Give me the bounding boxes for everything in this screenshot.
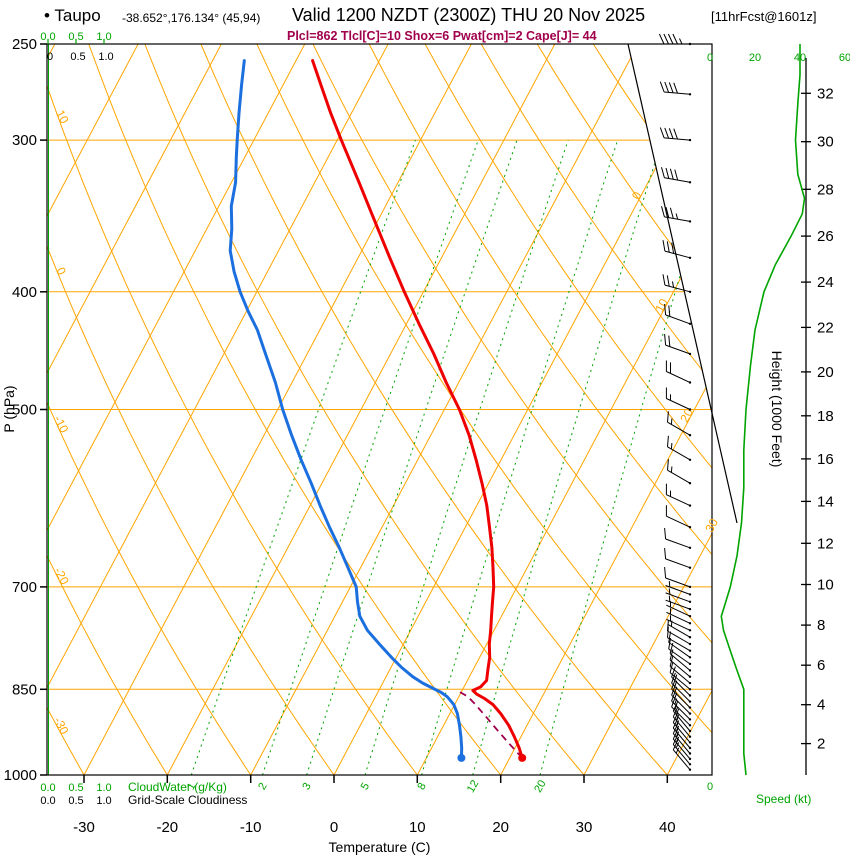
svg-text:0.0: 0.0	[40, 782, 55, 794]
svg-text:1.0: 1.0	[96, 782, 111, 794]
wind-barb-column	[658, 33, 692, 771]
svg-text:10: 10	[409, 819, 426, 836]
svg-text:1.0: 1.0	[96, 795, 111, 807]
svg-text:1.0: 1.0	[98, 51, 113, 63]
svg-text:-30: -30	[73, 819, 95, 836]
surface-dewpoint-dot	[457, 753, 466, 762]
svg-text:0.5: 0.5	[68, 795, 83, 807]
svg-text:20: 20	[677, 406, 696, 425]
height-axis-title: Height (1000 Feet)	[769, 351, 785, 468]
svg-text:0: 0	[707, 52, 713, 64]
svg-text:12: 12	[465, 778, 482, 795]
station-bullet-icon: •	[44, 6, 50, 25]
speed-axis-title: Speed (kt)	[756, 792, 811, 806]
svg-text:10: 10	[53, 108, 72, 127]
svg-text:30: 30	[576, 819, 593, 836]
cloudwater-title: CloudWater (g/Kg)	[128, 780, 227, 794]
svg-text:20: 20	[532, 778, 549, 795]
svg-text:700: 700	[12, 579, 37, 596]
svg-text:24: 24	[817, 274, 834, 291]
svg-text:10: 10	[817, 577, 834, 594]
svg-text:32: 32	[817, 85, 834, 102]
svg-text:-20: -20	[51, 565, 72, 587]
svg-text:-20: -20	[156, 819, 178, 836]
station-title: • Taupo	[44, 6, 101, 26]
svg-text:14: 14	[817, 493, 834, 510]
wind-speed-profile	[720, 44, 806, 776]
svg-text:22: 22	[817, 319, 834, 336]
svg-text:0: 0	[330, 819, 338, 836]
svg-text:-10: -10	[240, 819, 262, 836]
svg-text:8: 8	[817, 617, 825, 634]
svg-text:8: 8	[415, 781, 428, 792]
svg-text:2: 2	[817, 736, 825, 753]
svg-text:40: 40	[659, 819, 676, 836]
temperature-curve	[311, 59, 524, 760]
svg-text:0: 0	[629, 189, 645, 202]
svg-text:2: 2	[256, 781, 269, 792]
svg-text:0.0: 0.0	[40, 31, 55, 43]
svg-text:1: 1	[185, 781, 198, 792]
svg-text:0.5: 0.5	[68, 31, 83, 43]
sounding-profiles	[228, 59, 527, 762]
svg-text:10: 10	[652, 296, 671, 315]
svg-text:4: 4	[817, 697, 825, 714]
svg-text:18: 18	[817, 408, 834, 425]
svg-text:0: 0	[707, 781, 713, 793]
surface-temperature-dot	[518, 753, 527, 762]
svg-text:28: 28	[817, 181, 834, 198]
svg-text:0.5: 0.5	[70, 51, 85, 63]
svg-text:30: 30	[702, 516, 721, 535]
svg-text:6: 6	[817, 657, 825, 674]
svg-text:-30: -30	[51, 715, 72, 737]
svg-text:5: 5	[359, 781, 372, 792]
svg-text:26: 26	[817, 228, 834, 245]
temperature-axis-title: Temperature (C)	[329, 839, 431, 855]
svg-text:850: 850	[12, 681, 37, 698]
svg-text:0: 0	[53, 265, 69, 278]
svg-text:1.0: 1.0	[96, 31, 111, 43]
svg-text:3: 3	[300, 781, 313, 792]
cloudiness-title: Grid-Scale Cloudiness	[128, 793, 247, 807]
station-coordinates: -38.652°,176.134° (45,94)	[122, 11, 261, 25]
svg-text:16: 16	[817, 451, 834, 468]
cloudwater-scales: 0.0 0.5 1.0 0 0.5 1.0 0.0 0.5 1.0 CloudWater (g/K…	[40, 31, 247, 807]
svg-text:60: 60	[839, 52, 850, 64]
svg-text:1000: 1000	[4, 767, 37, 784]
dewpoint-curve	[228, 59, 464, 760]
station-name: Taupo	[54, 6, 101, 25]
svg-text:20: 20	[492, 819, 509, 836]
forecast-hour: [11hrFcst@1601z]	[711, 9, 817, 24]
pressure-axis-title: P (hPa)	[1, 385, 17, 432]
svg-text:12: 12	[817, 535, 834, 552]
svg-text:0.0: 0.0	[40, 795, 55, 807]
svg-text:20: 20	[749, 52, 761, 64]
svg-text:500: 500	[12, 402, 37, 419]
parcel-ascent-curve	[457, 690, 523, 759]
svg-text:300: 300	[12, 132, 37, 149]
svg-text:30: 30	[817, 134, 834, 151]
stability-parameters: Plcl=862 Tlcl[C]=10 Shox=6 Pwat[cm]=2 Ca…	[287, 29, 597, 43]
svg-text:400: 400	[12, 284, 37, 301]
svg-text:0.5: 0.5	[68, 782, 83, 794]
svg-text:20: 20	[817, 364, 834, 381]
svg-text:250: 250	[12, 36, 37, 53]
valid-time: Valid 1200 NZDT (2300Z) THU 20 Nov 2025	[292, 5, 646, 25]
background-grid	[47, 44, 712, 775]
svg-text:-10: -10	[51, 413, 72, 435]
svg-text:0: 0	[47, 51, 53, 63]
